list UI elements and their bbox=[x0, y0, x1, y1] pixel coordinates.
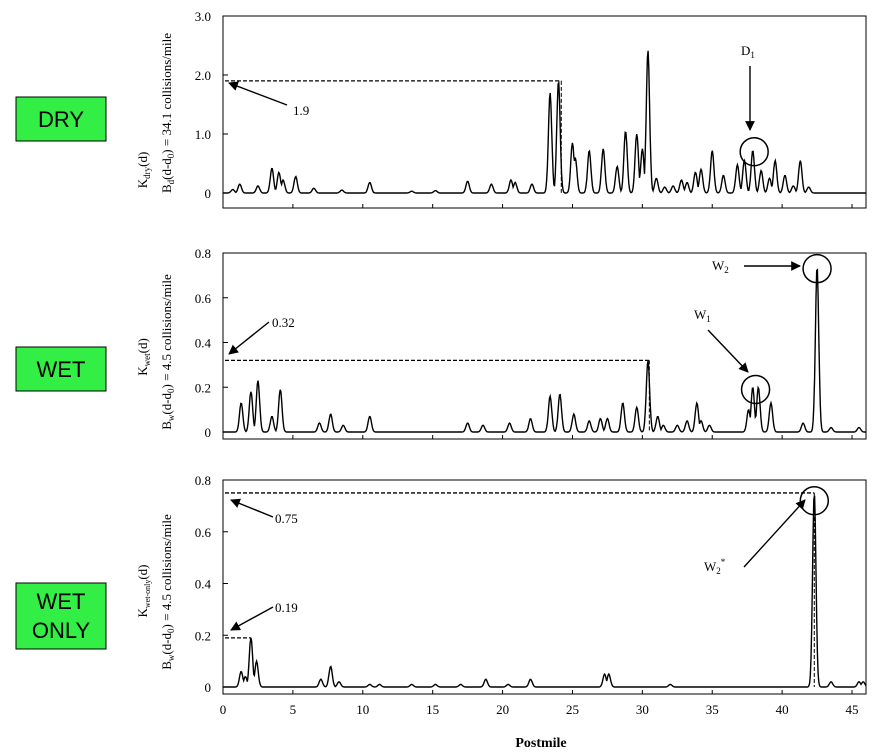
y-tick-label: 3.0 bbox=[195, 9, 211, 24]
y-tick-label: 0 bbox=[205, 186, 212, 201]
badge-dry: DRY bbox=[15, 96, 107, 142]
badge-wet-only-label-line2: ONLY bbox=[32, 618, 91, 643]
x-tick-label: 40 bbox=[776, 702, 789, 717]
panel-2: 0 0.2 0.4 0.6 0.8 bbox=[195, 246, 867, 440]
series-line bbox=[223, 50, 866, 194]
annotation-arrow bbox=[743, 499, 806, 568]
panel1-circle-label: D1 bbox=[741, 43, 755, 60]
annotation-arrow bbox=[707, 329, 749, 373]
panel3-threshold-label-2: 0.19 bbox=[275, 600, 298, 615]
y-tick-label: 0.6 bbox=[195, 525, 212, 540]
y-tick-label: 0.8 bbox=[195, 473, 211, 488]
annotation-arrow bbox=[228, 321, 270, 355]
x-tick-label: 45 bbox=[846, 702, 859, 717]
x-tick-label: 10 bbox=[356, 702, 369, 717]
badge-wet: WET bbox=[15, 346, 107, 392]
panel3-ylabel-main: Kwet-only(d) bbox=[135, 565, 152, 618]
panel3-ylabel-sec: Bw(d-d0) = 4.5 collisions/mile bbox=[159, 514, 176, 670]
panel1-ylabel-sec: Bd(d-d0) = 34.1 collisions/mile bbox=[159, 33, 176, 193]
badge-wet-box bbox=[15, 346, 107, 392]
panel2-circle-label-w1: W1 bbox=[694, 307, 711, 324]
badge-wet-only-box bbox=[15, 582, 107, 650]
x-tick-label: 0 bbox=[220, 702, 227, 717]
panel-3-frame bbox=[222, 479, 867, 695]
panel3-circle-label: W2* bbox=[704, 557, 726, 576]
y-tick-label: 1.0 bbox=[195, 127, 211, 142]
badge-wet-only-label-line1: WET bbox=[37, 589, 86, 614]
y-tick-label: 0.2 bbox=[195, 628, 211, 643]
y-tick-label: 0 bbox=[205, 425, 212, 440]
badge-wet-only: WET ONLY bbox=[15, 582, 107, 650]
plot-area: 0 1.0 2.0 3.0 0 0.2 0.4 0.6 0.8 0 0.2 0.4 0.6 0.8 0 5 10… bbox=[195, 9, 867, 717]
series-line bbox=[223, 495, 867, 688]
panel2-ylabel-main: Kwet(d) bbox=[135, 338, 152, 376]
y-tick-label: 0 bbox=[205, 680, 212, 695]
x-tick-label: 35 bbox=[706, 702, 719, 717]
badge-wet-label: WET bbox=[37, 357, 86, 382]
highlight-circle bbox=[739, 136, 769, 167]
x-tick-label: 30 bbox=[636, 702, 649, 717]
x-tick-label: 5 bbox=[290, 702, 297, 717]
panel1-ylabel-main: Kdry(d) bbox=[135, 152, 152, 189]
x-tick-label: 20 bbox=[496, 702, 509, 717]
panel-1: 0 1.0 2.0 3.0 bbox=[195, 9, 867, 209]
annotation-arrow bbox=[230, 498, 274, 518]
panel1-threshold-label: 1.9 bbox=[293, 103, 309, 118]
x-tick-label: 15 bbox=[426, 702, 439, 717]
x-tick-label: 25 bbox=[566, 702, 579, 717]
panel3-threshold-label: 0.75 bbox=[275, 511, 298, 526]
y-tick-label: 0.4 bbox=[195, 336, 212, 351]
panel-1-frame bbox=[222, 15, 867, 209]
badge-dry-label: DRY bbox=[38, 107, 84, 132]
highlight-circle bbox=[802, 253, 832, 284]
y-tick-label: 2.0 bbox=[195, 68, 211, 83]
series-line bbox=[223, 268, 866, 433]
panel-2-frame bbox=[222, 252, 867, 440]
annotation-arrow bbox=[228, 81, 288, 106]
annotation-arrow bbox=[230, 606, 274, 631]
highlight-circle bbox=[740, 374, 771, 405]
y-tick-label: 0.4 bbox=[195, 577, 212, 592]
panel2-threshold-label: 0.32 bbox=[272, 315, 295, 330]
badge-dry-box bbox=[15, 96, 107, 142]
x-axis-label: Postmile bbox=[515, 736, 566, 751]
y-tick-label: 0.8 bbox=[195, 246, 211, 261]
y-tick-label: 0.6 bbox=[195, 291, 212, 306]
panel2-circle-label-w2: W2 bbox=[712, 258, 729, 275]
panel-3: 0 0.2 0.4 0.6 0.8 0 5 10 15 20 25 30 35 40 45 bbox=[195, 473, 867, 717]
panel2-ylabel-sec: Bw(d-d0) = 4.5 collisions/mile bbox=[159, 274, 176, 430]
y-tick-label: 0.2 bbox=[195, 380, 211, 395]
